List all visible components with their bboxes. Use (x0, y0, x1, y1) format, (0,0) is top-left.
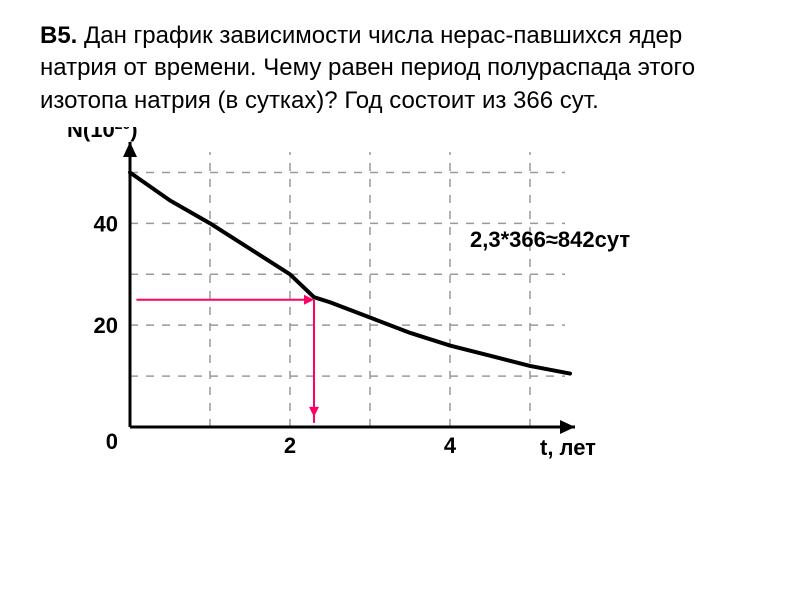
problem-label: В5. (40, 22, 77, 49)
svg-text:2: 2 (284, 433, 296, 458)
problem-body: Дан график зависимости числа нерас-павши… (40, 22, 695, 114)
svg-text:4: 4 (444, 433, 457, 458)
chart-container: 2 4 20 40 0 t, лет N(1020) 2,3*366≈842сут (60, 127, 760, 472)
problem-statement: В5. Дан график зависимости числа нерас-п… (40, 20, 760, 117)
svg-text:0: 0 (106, 429, 118, 454)
svg-text:N(1020): N(1020) (67, 127, 138, 142)
svg-text:20: 20 (94, 313, 118, 338)
svg-text:40: 40 (94, 212, 118, 237)
answer-annotation: 2,3*366≈842сут (470, 227, 630, 253)
svg-text:t, лет: t, лет (540, 435, 596, 460)
decay-chart: 2 4 20 40 0 t, лет N(1020) (60, 127, 600, 467)
